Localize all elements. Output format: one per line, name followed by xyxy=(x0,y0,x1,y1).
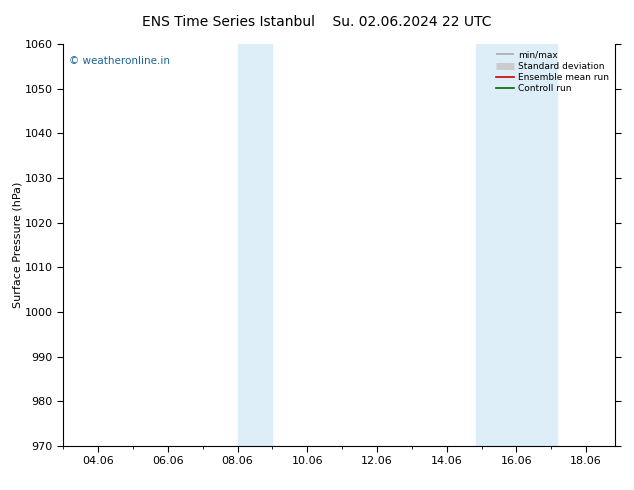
Text: © weatheronline.in: © weatheronline.in xyxy=(69,56,170,66)
Legend: min/max, Standard deviation, Ensemble mean run, Controll run: min/max, Standard deviation, Ensemble me… xyxy=(493,47,612,97)
Bar xyxy=(476,44,557,446)
Text: ENS Time Series Istanbul    Su. 02.06.2024 22 UTC: ENS Time Series Istanbul Su. 02.06.2024 … xyxy=(142,15,492,29)
Y-axis label: Surface Pressure (hPa): Surface Pressure (hPa) xyxy=(12,182,22,308)
Bar xyxy=(238,44,273,446)
